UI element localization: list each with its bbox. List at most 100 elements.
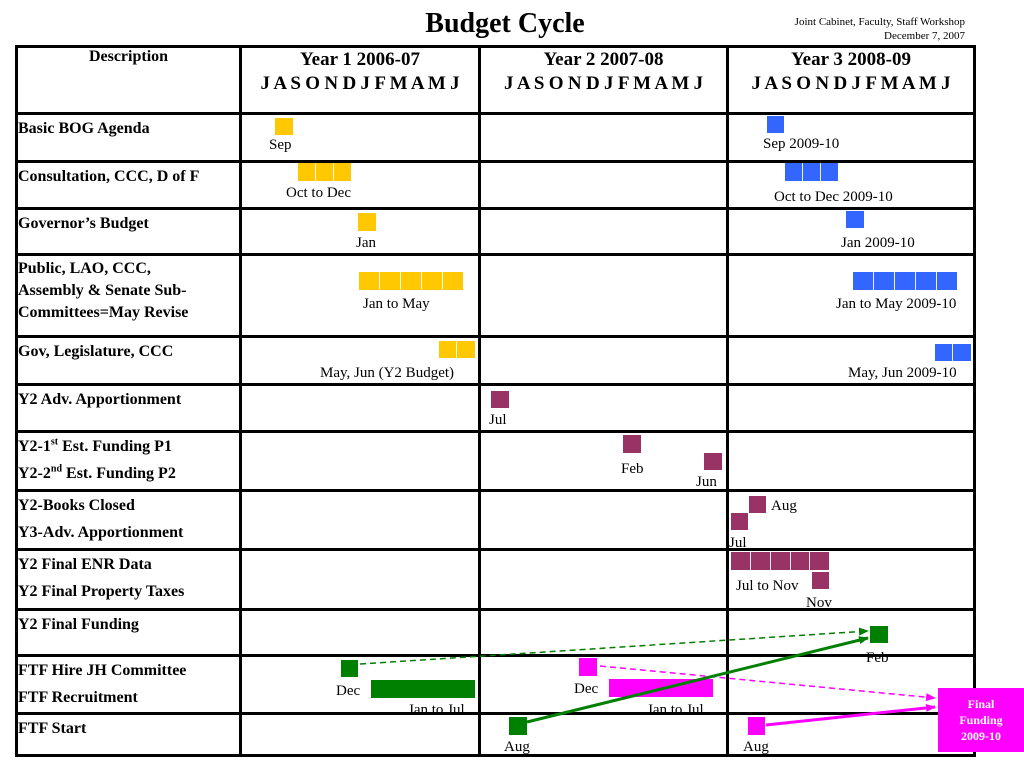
row-description: FTF Hire JH Committee FTF Recruitment <box>15 654 242 715</box>
row-label: Public, LAO, CCC, Assembly & Senate Sub-… <box>18 256 239 324</box>
year1-cell <box>239 608 481 657</box>
year3-cell <box>726 253 976 338</box>
year1-label: Year 1 2006-07 <box>300 49 420 70</box>
table-row: Gov, Legislature, CCC <box>15 335 976 386</box>
year3-cell <box>726 207 976 256</box>
workshop-subtitle: Joint Cabinet, Faculty, Staff Workshop D… <box>795 15 965 43</box>
row-label: Y2 Adv. Apportionment <box>18 391 182 408</box>
row-label: Gov, Legislature, CCC <box>18 343 174 360</box>
row-label: Basic BOG Agenda <box>18 120 150 137</box>
year1-cell <box>239 160 481 210</box>
year3-cell <box>726 383 976 433</box>
row-label: Y2 Final ENR Data <box>18 556 152 573</box>
row-description: Y2 Final Funding <box>15 608 242 657</box>
year2-cell <box>478 654 729 715</box>
year2-cell <box>478 160 729 210</box>
year2-header: Year 2 2007-08 J A S O N D J F M A M J <box>478 45 729 115</box>
row-label-line: Public, LAO, CCC, <box>18 260 151 277</box>
workshop-date: December 7, 2007 <box>884 30 965 42</box>
year2-cell <box>478 430 729 492</box>
table-row: Governor’s Budget <box>15 207 976 256</box>
year1-cell <box>239 335 481 386</box>
description-header: Description <box>15 45 242 115</box>
year3-cell <box>726 608 976 657</box>
year2-cell <box>478 712 729 757</box>
row-label: Governor’s Budget <box>18 215 149 232</box>
row-label-line: Committees=May Revise <box>18 304 189 321</box>
year2-cell <box>478 112 729 163</box>
row-label: Y3-Adv. Apportionment <box>18 524 184 541</box>
year2-cell <box>478 335 729 386</box>
row-label: Y2-Books Closed <box>18 497 135 514</box>
row-label-line: Assembly & Senate Sub- <box>18 282 187 299</box>
row-description: Y2-Books Closed Y3-Adv. Apportionment <box>15 489 242 551</box>
year2-cell <box>478 548 729 611</box>
year1-cell <box>239 430 481 492</box>
year1-cell <box>239 112 481 163</box>
year1-cell <box>239 712 481 757</box>
table-row: Public, LAO, CCC, Assembly & Senate Sub-… <box>15 253 976 338</box>
year1-cell <box>239 548 481 611</box>
row-label: Y2 Final Funding <box>18 616 139 633</box>
row-label: Y2-2nd Est. Funding P2 <box>18 460 239 487</box>
row-description: Gov, Legislature, CCC <box>15 335 242 386</box>
year3-cell <box>726 712 976 757</box>
year3-cell <box>726 160 976 210</box>
row-label-part: Est. Funding P2 <box>62 465 176 482</box>
row-label: Y2 Final Property Taxes <box>18 583 185 600</box>
table-row: Y2 Final Funding <box>15 608 976 657</box>
row-description: Basic BOG Agenda <box>15 112 242 163</box>
year2-cell <box>478 207 729 256</box>
year3-cell <box>726 430 976 492</box>
workshop-name: Joint Cabinet, Faculty, Staff Workshop <box>794 16 965 28</box>
year3-months: J A S O N D J F M A M J <box>751 73 951 94</box>
row-label: FTF Recruitment <box>18 689 138 706</box>
row-description: FTF Start <box>15 712 242 757</box>
row-label-part: Y2-2 <box>18 465 51 482</box>
year1-months: J A S O N D J F M A M J <box>260 73 460 94</box>
year1-header: Year 1 2006-07 J A S O N D J F M A M J <box>239 45 481 115</box>
year3-label: Year 3 2008-09 <box>791 49 911 70</box>
row-description: Y2 Final ENR Data Y2 Final Property Taxe… <box>15 548 242 611</box>
row-label: Consultation, CCC, D of F <box>18 168 200 185</box>
year3-cell <box>726 112 976 163</box>
year3-header: Year 3 2008-09 J A S O N D J F M A M J <box>726 45 976 115</box>
year2-label: Year 2 2007-08 <box>543 49 664 70</box>
year3-cell <box>726 335 976 386</box>
year2-cell <box>478 608 729 657</box>
year2-cell <box>478 253 729 338</box>
row-label: FTF Start <box>18 720 87 737</box>
row-description: Y2 Adv. Apportionment <box>15 383 242 433</box>
ordinal-suffix: st <box>50 436 59 448</box>
row-label: FTF Hire JH Committee <box>18 662 187 679</box>
year2-cell <box>478 383 729 433</box>
row-label-part: Y2-1 <box>18 438 51 455</box>
table-row: Y2-1st Est. Funding P1 Y2-2nd Est. Fundi… <box>15 430 976 492</box>
table-row: Consultation, CCC, D of F <box>15 160 976 210</box>
year2-cell <box>478 489 729 551</box>
year1-cell <box>239 489 481 551</box>
page-title: Budget Cycle <box>425 8 585 39</box>
table-row: Y2 Final ENR Data Y2 Final Property Taxe… <box>15 548 976 611</box>
row-description: Y2-1st Est. Funding P1 Y2-2nd Est. Fundi… <box>15 430 242 492</box>
table-row: Y2 Adv. Apportionment <box>15 383 976 433</box>
year3-cell <box>726 489 976 551</box>
header-row: Description Year 1 2006-07 J A S O N D J… <box>15 45 976 115</box>
year1-cell <box>239 253 481 338</box>
year3-cell <box>726 654 976 715</box>
year1-cell <box>239 207 481 256</box>
row-description: Governor’s Budget <box>15 207 242 256</box>
ordinal-suffix: nd <box>50 463 63 475</box>
year2-months: J A S O N D J F M A M J <box>504 73 703 94</box>
row-label-part: Est. Funding P1 <box>58 438 172 455</box>
table-row: Basic BOG Agenda <box>15 112 976 163</box>
table-row: Y2-Books Closed Y3-Adv. Apportionment <box>15 489 976 551</box>
row-description: Public, LAO, CCC, Assembly & Senate Sub-… <box>15 253 242 338</box>
year3-cell <box>726 548 976 611</box>
row-description: Consultation, CCC, D of F <box>15 160 242 210</box>
table-row: FTF Start <box>15 712 976 757</box>
budget-cycle-table: Description Year 1 2006-07 J A S O N D J… <box>15 45 976 757</box>
year1-cell <box>239 654 481 715</box>
table-row: FTF Hire JH Committee FTF Recruitment <box>15 654 976 715</box>
row-label: Y2-1st Est. Funding P1 <box>18 433 239 460</box>
